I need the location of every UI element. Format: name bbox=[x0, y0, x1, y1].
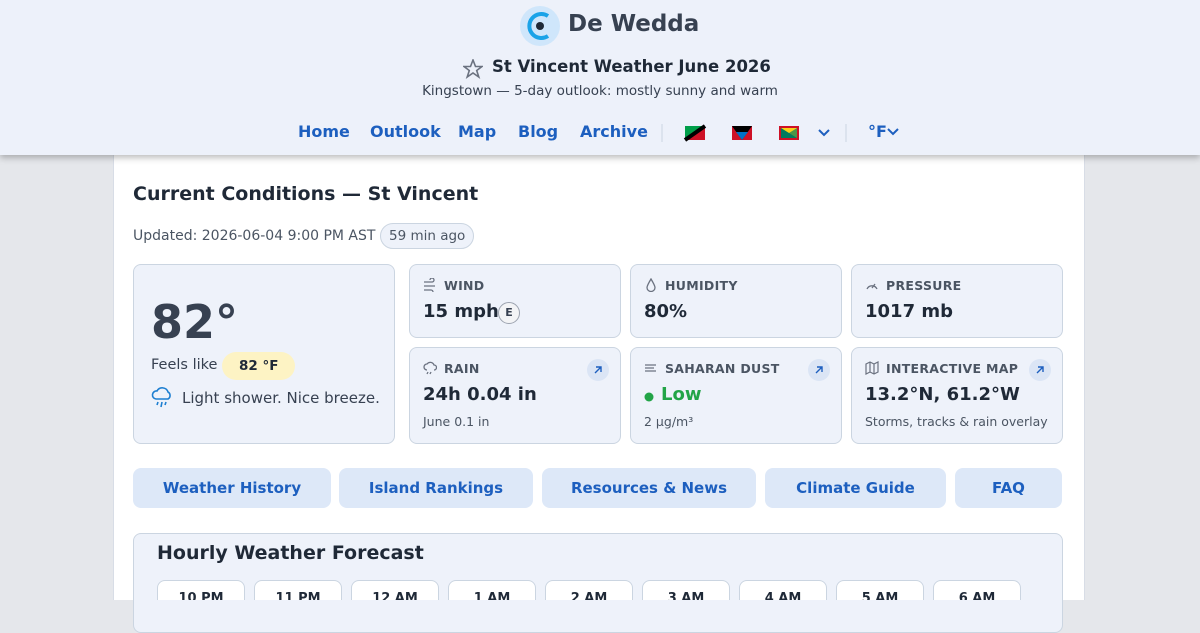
nav-link[interactable]: Map bbox=[458, 122, 497, 141]
icon bbox=[866, 283, 878, 290]
card-value: 1017 mb bbox=[865, 301, 954, 322]
nav-link[interactable]: Home bbox=[298, 122, 350, 141]
card-label: RAIN bbox=[444, 361, 480, 376]
open-arrow[interactable] bbox=[587, 359, 609, 381]
hour-tab[interactable]: 12 AM bbox=[351, 580, 439, 600]
card-value: Low bbox=[661, 384, 702, 405]
subtitle: Kingstown — 5-day outlook: mostly sunny … bbox=[422, 83, 778, 99]
rain-card[interactable]: RAIN 24h 0.04 in June 0.1 in bbox=[409, 347, 621, 444]
card-label: HUMIDITY bbox=[665, 278, 738, 293]
card-value: 24h 0.04 in bbox=[423, 384, 537, 405]
nav-extras bbox=[661, 124, 847, 142]
dust-card[interactable]: SAHARAN DUST Low 2 µg/m³ bbox=[630, 347, 842, 444]
icon bbox=[865, 361, 879, 375]
unit-toggle[interactable]: °F bbox=[868, 122, 887, 141]
logo bbox=[520, 6, 560, 46]
map-card[interactable]: INTERACTIVE MAP 13.2°N, 61.2°W Storms, t… bbox=[851, 347, 1063, 444]
humidity-card: HUMIDITY 80% bbox=[630, 264, 842, 338]
hourly-heading: Hourly Weather Forecast bbox=[157, 542, 424, 564]
hour-tab[interactable]: 6 AM bbox=[933, 580, 1021, 600]
icon bbox=[646, 278, 656, 292]
quick-link[interactable]: FAQ bbox=[955, 468, 1062, 508]
hour-tab[interactable]: 11 PM bbox=[254, 580, 342, 600]
quick-link[interactable]: Resources & News bbox=[542, 468, 756, 508]
summary: Light shower. Nice breeze. bbox=[182, 389, 380, 407]
section-heading: Current Conditions — St Vincent bbox=[133, 183, 479, 205]
chevron bbox=[887, 128, 899, 136]
icon bbox=[424, 278, 435, 292]
icon bbox=[645, 364, 656, 372]
feels-label: Feels like bbox=[151, 357, 218, 373]
weather-icon bbox=[151, 387, 171, 408]
card-label: PRESSURE bbox=[886, 278, 962, 293]
pressure-card: PRESSURE 1017 mb bbox=[851, 264, 1063, 338]
card-note: June 0.1 in bbox=[423, 414, 490, 429]
nav-link[interactable]: Blog bbox=[518, 122, 559, 141]
current-card: 82° Feels like 82 °F Light shower. Nice … bbox=[133, 264, 395, 444]
hour-tab[interactable]: 1 AM bbox=[448, 580, 536, 600]
feels-value: 82 °F bbox=[222, 352, 296, 380]
hour-tab[interactable]: 4 AM bbox=[739, 580, 827, 600]
quick-link[interactable]: Weather History bbox=[133, 468, 331, 508]
card-label: SAHARAN DUST bbox=[665, 361, 780, 376]
icon bbox=[423, 361, 437, 375]
flag[interactable] bbox=[683, 124, 707, 142]
age-pill: 59 min ago bbox=[380, 223, 475, 249]
hour-tab[interactable]: 2 AM bbox=[545, 580, 633, 600]
flag[interactable] bbox=[732, 126, 752, 140]
updated: Updated: 2026-06-04 9:00 PM AST bbox=[133, 228, 376, 244]
open-arrow[interactable] bbox=[808, 359, 830, 381]
card-note: 2 µg/m³ bbox=[644, 414, 694, 429]
hour-tab[interactable]: 5 AM bbox=[836, 580, 924, 600]
hour-tab[interactable]: 3 AM bbox=[642, 580, 730, 600]
wind-card: WIND 15 mph E bbox=[409, 264, 621, 338]
card-label: INTERACTIVE MAP bbox=[886, 361, 1019, 376]
nav-link[interactable]: Outlook bbox=[370, 122, 441, 141]
star-icon[interactable] bbox=[463, 59, 483, 79]
hour-tab[interactable]: 10 PM bbox=[157, 580, 245, 600]
page-title: St Vincent Weather June 2026 bbox=[492, 57, 771, 76]
header: De Wedda St Vincent Weather June 2026 Ki… bbox=[0, 0, 1200, 155]
brand: De Wedda bbox=[568, 11, 700, 37]
flag[interactable] bbox=[779, 126, 799, 140]
open-arrow[interactable] bbox=[1029, 359, 1051, 381]
wind-direction: E bbox=[498, 302, 520, 324]
temperature: 82° bbox=[151, 295, 239, 349]
card-value: 15 mph bbox=[423, 301, 499, 322]
nav-link[interactable]: Archive bbox=[580, 122, 648, 141]
status-dot bbox=[644, 392, 654, 402]
hour-strip: 10 PM 11 PM 12 AM 1 AM 2 AM 3 AM 4 AM 5 AM 6 AM bbox=[133, 0, 1062, 600]
quick-link[interactable]: Climate Guide bbox=[765, 468, 946, 508]
quick-link[interactable]: Island Rankings bbox=[339, 468, 533, 508]
card-value: 80% bbox=[644, 301, 688, 322]
card-label: WIND bbox=[444, 278, 485, 293]
card-value: 13.2°N, 61.2°W bbox=[865, 384, 1020, 405]
card-note: Storms, tracks & rain overlay bbox=[865, 414, 1048, 429]
